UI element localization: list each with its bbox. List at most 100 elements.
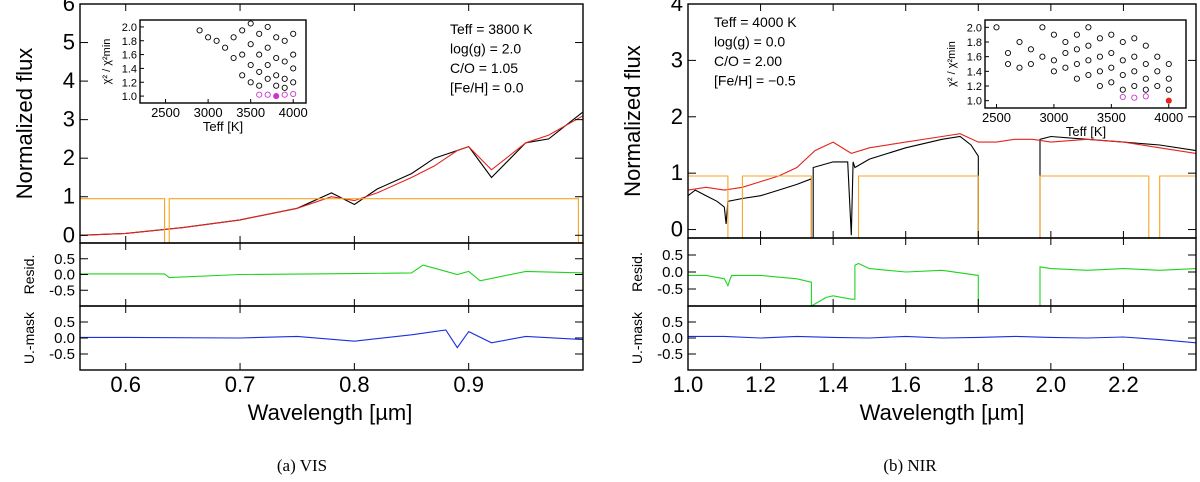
inset-point (290, 79, 297, 86)
inset-point (1096, 68, 1103, 75)
inset-point (1131, 53, 1138, 60)
inset-y-tick-label: 1.2 (967, 81, 982, 93)
inset-point (264, 91, 271, 98)
inset-point (1119, 57, 1126, 64)
inset-point (1062, 64, 1069, 71)
y-tick-label: 4 (63, 68, 75, 93)
subpanel-2: -0.50.00.5 U.-mask (21, 305, 584, 371)
inset-x-tick-label: 3500 (236, 105, 265, 120)
x-axis-label: Wavelength [µm] (248, 400, 413, 425)
x-tick-label: 1.8 (963, 372, 994, 397)
inset-point (256, 82, 263, 89)
inset-point (1142, 42, 1149, 49)
inset-point (290, 30, 297, 37)
y-tick-label: 4 (671, 0, 683, 16)
inset-point (1165, 75, 1172, 82)
inset-point (264, 44, 271, 51)
x-tick-label: 0.9 (453, 372, 484, 397)
annotation-text: C/O = 2.00 (714, 53, 782, 69)
annotation-text: C/O = 1.05 (450, 60, 518, 76)
x-tick-label: 1.4 (818, 372, 849, 397)
inset-point (1050, 31, 1057, 38)
inset-point (1096, 82, 1103, 90)
caption-vis: (a) VIS (277, 456, 327, 475)
inset-frame (984, 19, 1187, 109)
annotation-text: [Fe/H] = 0.0 (450, 80, 524, 96)
axes-frame (79, 242, 584, 307)
inset-point (1142, 93, 1149, 100)
inset-point (1108, 49, 1115, 57)
inset-point (290, 51, 297, 58)
inset-point (1016, 64, 1023, 71)
inset-point (1154, 68, 1161, 75)
y-tick-label: 0.0 (662, 264, 683, 281)
inset-y-axis-label: χ² / χ²min (101, 39, 113, 85)
inset-point (247, 20, 254, 27)
series-line-1 (688, 133, 1196, 191)
inset-point (1131, 94, 1138, 101)
inset-point (230, 34, 237, 41)
y-axis-label: Resid. (629, 252, 645, 292)
inset-point (273, 34, 280, 41)
y-tick-label: 0.0 (54, 267, 75, 284)
series-line-0 (80, 264, 583, 282)
inset-point (1165, 86, 1172, 93)
x-tick-label: 1.2 (745, 372, 776, 397)
inset-point (239, 72, 246, 79)
inset-point (1142, 86, 1149, 93)
subpanel-1: -0.50.00.5 Resid. (21, 242, 584, 307)
inset-point (1108, 31, 1115, 38)
inset-point (1096, 53, 1103, 60)
series-line-1 (80, 115, 583, 236)
inset-point (222, 44, 229, 51)
inset-point (1119, 38, 1126, 46)
inset-x-tick-label: 2500 (982, 110, 1011, 125)
subpanel-2: -0.50.00.5 U.-mask (629, 305, 1197, 371)
inset-point (1165, 60, 1172, 68)
inset-point (247, 41, 254, 48)
inset-point (1131, 35, 1138, 42)
inset-point (264, 61, 271, 69)
inset-point (1062, 49, 1069, 57)
inset-point (205, 34, 212, 41)
inset-point (290, 65, 297, 72)
y-tick-label: -0.5 (49, 282, 75, 299)
y-tick-label: 1 (671, 160, 683, 185)
inset-y-tick-label: 1.4 (967, 66, 982, 78)
inset-y-tick-label: 1.8 (967, 37, 982, 49)
inset-point (1085, 42, 1092, 49)
inset-y-axis-label: χ² / χ²min (946, 41, 958, 87)
inset-point (281, 84, 288, 91)
x-tick-label: 0.6 (110, 372, 141, 397)
inset-point (264, 23, 271, 30)
y-axis-label: U.-mask (21, 311, 37, 364)
inset-point (247, 79, 254, 86)
x-tick-label: 1.6 (890, 372, 921, 397)
inset-x-tick-label: 2500 (151, 105, 180, 120)
y-axis-label: Resid. (21, 255, 37, 295)
y-tick-label: -0.5 (657, 281, 683, 298)
inset-point (256, 91, 263, 98)
inset-point (290, 90, 297, 98)
inset-point (1096, 35, 1103, 42)
inset-x-tick-label: 4000 (279, 105, 308, 120)
inset-x-tick-label: 4000 (1154, 110, 1183, 125)
y-axis-label: U.-mask (629, 311, 645, 364)
y-tick-label: 0.5 (54, 314, 75, 331)
annotation-text: log(g) = 2.0 (450, 41, 521, 57)
inset-point (247, 61, 254, 69)
inset-y-tick-label: 1.0 (122, 91, 137, 103)
inset-point (1108, 64, 1115, 71)
y-tick-label: 0 (671, 217, 683, 242)
y-tick-label: 1 (63, 184, 75, 209)
y-tick-label: 3 (671, 47, 683, 72)
inset-y-tick-label: 1.2 (122, 77, 137, 89)
series-line-0 (688, 262, 1196, 306)
inset-point (213, 37, 220, 44)
y-axis-label: Normalized flux (12, 48, 37, 200)
inset-point (1131, 68, 1138, 75)
x-tick-label: 1.0 (673, 372, 704, 397)
